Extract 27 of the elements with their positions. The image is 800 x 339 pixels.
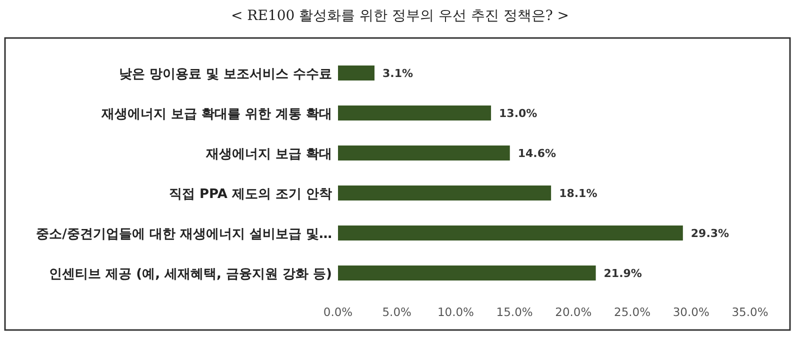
y-tick-label: 직접 PPA 제도의 조기 안착 bbox=[168, 187, 332, 202]
x-tick-label: 20.0% bbox=[555, 305, 592, 319]
y-tick-label: 중소/중견기업들에 대한 재생에너지 설비보급 및… bbox=[36, 227, 332, 242]
data-label: 14.6% bbox=[518, 147, 556, 160]
bar bbox=[338, 266, 596, 280]
y-tick-label: 재생에너지 보급 확대를 위한 계통 확대 bbox=[100, 107, 332, 122]
chart-title: < RE100 활성화를 위한 정부의 우선 추진 정책은? > bbox=[230, 8, 570, 24]
x-tick-label: 30.0% bbox=[672, 305, 710, 319]
bar bbox=[338, 66, 374, 80]
data-label: 29.3% bbox=[690, 227, 730, 240]
y-tick-label: 낮은 망이용료 및 보조서비스 수수료 bbox=[118, 67, 332, 82]
y-tick-label: 재생에너지 보급 확대 bbox=[204, 147, 332, 162]
y-tick-label: 인센티브 제공 (예, 세재혜택, 금융지원 강화 등) bbox=[49, 267, 332, 282]
bar bbox=[338, 106, 492, 120]
x-tick-label: 0.0% bbox=[323, 305, 353, 319]
x-tick-label: 35.0% bbox=[732, 305, 768, 319]
data-label: 21.9% bbox=[604, 267, 642, 280]
x-tick-label: 15.0% bbox=[496, 305, 533, 319]
data-label: 13.0% bbox=[499, 107, 538, 120]
bar bbox=[338, 146, 510, 160]
bar bbox=[338, 226, 683, 240]
x-tick-label: 5.0% bbox=[382, 305, 412, 319]
x-tick-label: 10.0% bbox=[437, 305, 474, 319]
x-tick-label: 25.0% bbox=[614, 305, 651, 319]
data-label: 3.1% bbox=[382, 67, 414, 80]
data-label: 18.1% bbox=[559, 187, 598, 200]
bar bbox=[338, 186, 552, 200]
